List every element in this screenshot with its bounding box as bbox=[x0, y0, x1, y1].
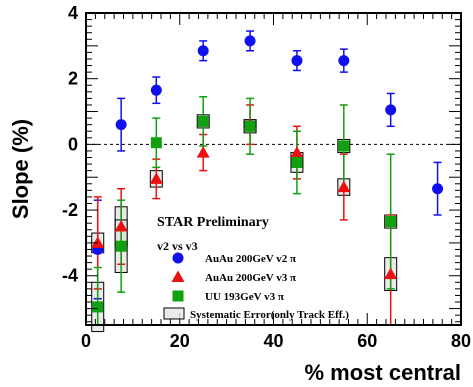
legend-marker bbox=[172, 252, 184, 264]
axis-ticks: 0 20 40 60 80 -4 -2 0 2 4 bbox=[62, 3, 471, 351]
data-point bbox=[385, 216, 397, 228]
data-point bbox=[385, 104, 397, 116]
data-point bbox=[338, 55, 350, 67]
data-point bbox=[290, 146, 304, 158]
y-axis-label: Slope (%) bbox=[8, 119, 33, 219]
x-tick-label: 60 bbox=[357, 331, 377, 351]
legend: STAR Preliminary v2 vs v3 AuAu 200GeV v2 π… bbox=[157, 215, 349, 321]
data-point bbox=[432, 183, 444, 195]
legend-marker bbox=[172, 290, 184, 302]
legend-label: UU 193GeV v3 π bbox=[205, 291, 284, 303]
x-tick-label: 40 bbox=[263, 331, 283, 351]
x-tick-label: 80 bbox=[451, 331, 471, 351]
data-point bbox=[291, 55, 303, 67]
data-point bbox=[91, 236, 105, 248]
y-tick-label: -4 bbox=[62, 266, 78, 286]
y-tick-label: -2 bbox=[62, 200, 78, 220]
legend-label: AuAu 200GeV v2 π bbox=[205, 253, 296, 265]
y-tick-label: 0 bbox=[68, 134, 78, 154]
data-point bbox=[244, 35, 256, 47]
star-preliminary-label: STAR Preliminary bbox=[157, 215, 269, 230]
data-point bbox=[244, 120, 256, 132]
data-point bbox=[197, 115, 209, 127]
data-point bbox=[115, 240, 127, 252]
legend-systematic-label: Systematic Error(only Track Eff.) bbox=[190, 309, 349, 321]
y-tick-label: 2 bbox=[68, 69, 78, 89]
legend-marker bbox=[171, 270, 185, 282]
data-markers bbox=[91, 35, 444, 313]
data-point bbox=[115, 119, 127, 131]
data-point bbox=[291, 156, 303, 168]
data-point bbox=[337, 180, 351, 193]
x-tick-label: 0 bbox=[81, 331, 91, 351]
legend-label: AuAu 200GeV v3 π bbox=[205, 272, 296, 284]
x-tick-label: 20 bbox=[170, 331, 190, 351]
data-point bbox=[150, 84, 162, 96]
data-point bbox=[384, 267, 398, 280]
data-point bbox=[196, 146, 210, 158]
data-point bbox=[338, 140, 350, 152]
data-point bbox=[114, 219, 128, 232]
data-point bbox=[150, 137, 162, 149]
v2-vs-v3-label: v2 vs v3 bbox=[157, 239, 198, 253]
data-point bbox=[149, 172, 163, 184]
data-point bbox=[197, 45, 209, 57]
y-tick-label: 4 bbox=[68, 3, 78, 23]
legend-systematic-box bbox=[163, 307, 185, 320]
x-axis-label: % most central bbox=[305, 360, 462, 385]
data-point bbox=[92, 301, 104, 313]
